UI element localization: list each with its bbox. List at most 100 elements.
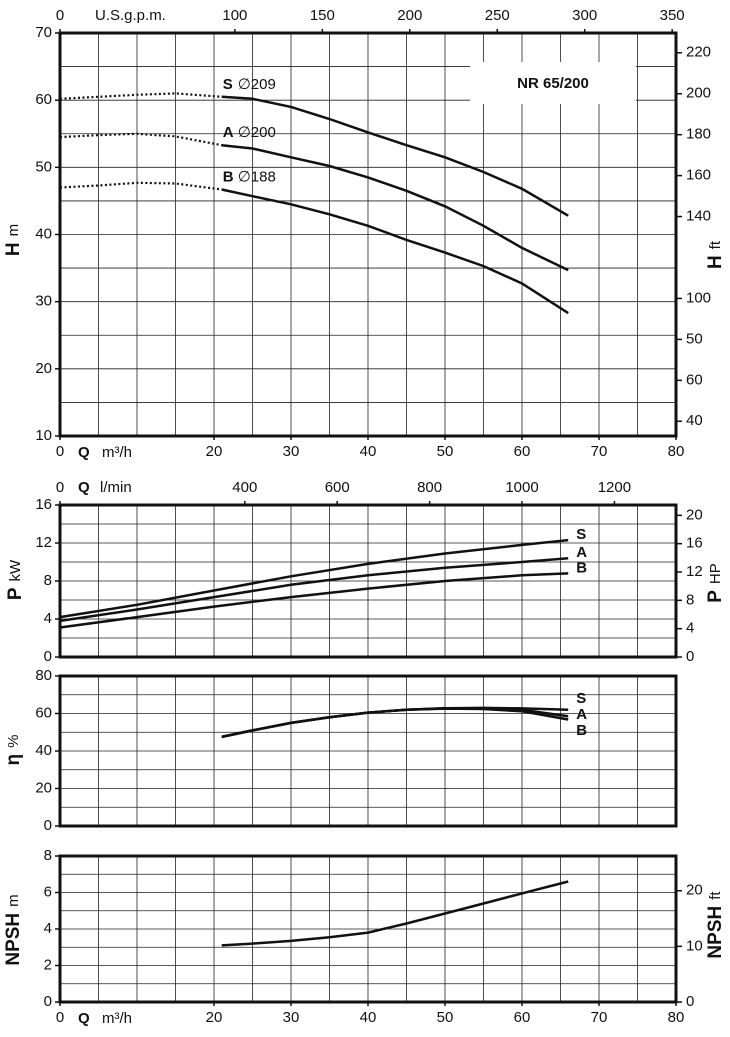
title-box — [470, 62, 636, 104]
y-axis-label-unit: % — [5, 735, 22, 748]
y-tick-label: 30 — [35, 293, 52, 310]
y-tick-label: 0 — [44, 817, 52, 834]
x-axis-unit: m³/h — [102, 444, 132, 461]
y-axis-label: Hm — [3, 224, 24, 256]
x2-tick-label: 150 — [310, 7, 335, 24]
y-axis-label-name: NPSH — [3, 913, 24, 966]
y-axis-label-unit: m — [5, 894, 22, 907]
y-tick-label: 10 — [35, 427, 52, 444]
x2-axis-label: Q — [78, 479, 90, 496]
x-tick-label: 60 — [514, 1009, 531, 1026]
series-name: S — [576, 526, 586, 543]
y-tick-label: 40 — [35, 225, 52, 242]
x2-tick-label: 1200 — [598, 479, 631, 496]
y2-axis-label: P HP — [705, 563, 726, 603]
x2-tick-label: 0 — [56, 479, 64, 496]
series-name: S — [576, 690, 586, 707]
y2-tick-label: 0 — [686, 993, 694, 1010]
y-axis-label-unit: kW — [7, 559, 24, 582]
y2-axis-label-name: P — [705, 590, 726, 603]
y2-tick-label: 0 — [686, 648, 694, 665]
x-axis-unit: m³/h — [102, 1010, 132, 1027]
series-name: B — [223, 168, 234, 185]
y2-tick-label: 140 — [686, 208, 711, 225]
curve — [221, 707, 569, 739]
y-tick-label: 20 — [35, 779, 52, 796]
y-tick-label: 6 — [44, 883, 52, 900]
series-name: S — [223, 76, 233, 93]
y-axis-label-name: H — [3, 242, 24, 256]
dotted-curve — [59, 132, 222, 147]
y-axis-label-name: η — [3, 754, 24, 766]
y-tick-label: 0 — [44, 993, 52, 1010]
x2-tick-label: 350 — [660, 7, 685, 24]
y-tick-label: 4 — [44, 920, 52, 937]
x2-tick-label: 600 — [325, 479, 350, 496]
chart-title: NR 65/200 — [517, 75, 589, 92]
curve — [59, 572, 569, 629]
y2-tick-label: 220 — [686, 44, 711, 61]
x-tick-label: 80 — [668, 443, 685, 460]
y-tick-label: 40 — [35, 742, 52, 759]
y2-tick-label: 160 — [686, 167, 711, 184]
y2-tick-label: 20 — [686, 882, 703, 899]
y2-axis-label-unit: ft — [707, 891, 724, 900]
y-axis-label-unit: m — [5, 224, 22, 237]
y-tick-label: 60 — [35, 91, 52, 108]
y2-tick-label: 200 — [686, 85, 711, 102]
series-label: ∅188 — [238, 168, 276, 185]
x-tick-label: 80 — [668, 1009, 685, 1026]
y2-tick-label: 4 — [686, 620, 694, 637]
y2-tick-label: 60 — [686, 371, 703, 388]
x2-tick-label: 100 — [222, 7, 247, 24]
x2-axis-unit: l/min — [100, 479, 132, 496]
x2-tick-label: 400 — [232, 479, 257, 496]
y-tick-label: 8 — [44, 847, 52, 864]
y-axis-label-name: P — [5, 587, 26, 600]
x-tick-label: 30 — [283, 443, 300, 460]
y-axis-label: η% — [3, 735, 24, 766]
x-tick-label: 0 — [56, 1009, 64, 1026]
x2-tick-label: 300 — [572, 7, 597, 24]
x2-tick-label: 0 — [56, 7, 64, 24]
x2-tick-label: 1000 — [505, 479, 538, 496]
y2-axis-label-unit: HP — [707, 563, 724, 584]
y-tick-label: 20 — [35, 360, 52, 377]
curve — [221, 880, 569, 947]
y2-tick-label: 50 — [686, 330, 703, 347]
y-tick-label: 16 — [35, 496, 52, 513]
x2-tick-label: 250 — [485, 7, 510, 24]
series-name: B — [576, 559, 587, 576]
curve — [59, 538, 569, 619]
y-axis-label: NPSH m — [3, 894, 24, 965]
x-tick-label: 50 — [437, 443, 454, 460]
dotted-curve — [59, 92, 222, 100]
y2-tick-label: 180 — [686, 126, 711, 143]
y2-axis-label: NPSH ft — [705, 891, 726, 959]
y2-tick-label: 16 — [686, 535, 703, 552]
y-tick-label: 2 — [44, 956, 52, 973]
y2-axis-label-unit: ft — [707, 240, 724, 249]
x-tick-label: 40 — [360, 443, 377, 460]
y2-tick-label: 100 — [686, 289, 711, 306]
curve — [59, 556, 569, 623]
y-tick-label: 0 — [44, 648, 52, 665]
curve — [221, 143, 569, 272]
x-tick-label: 40 — [360, 1009, 377, 1026]
y2-tick-label: 10 — [686, 937, 703, 954]
dotted-curve — [59, 181, 222, 191]
x-tick-label: 20 — [206, 1009, 223, 1026]
curve — [221, 188, 569, 315]
series-label: ∅200 — [238, 124, 276, 141]
y2-axis-label-name: H — [705, 255, 726, 269]
series-label: ∅209 — [238, 76, 276, 93]
x-axis-label: Q — [78, 444, 90, 461]
curve — [221, 95, 569, 217]
y-tick-label: 60 — [35, 704, 52, 721]
y2-axis-label: Hft — [705, 240, 726, 269]
series-name: A — [223, 124, 234, 141]
y-tick-label: 50 — [35, 158, 52, 175]
x2-tick-label: 200 — [397, 7, 422, 24]
x-axis-label: Q — [78, 1010, 90, 1027]
